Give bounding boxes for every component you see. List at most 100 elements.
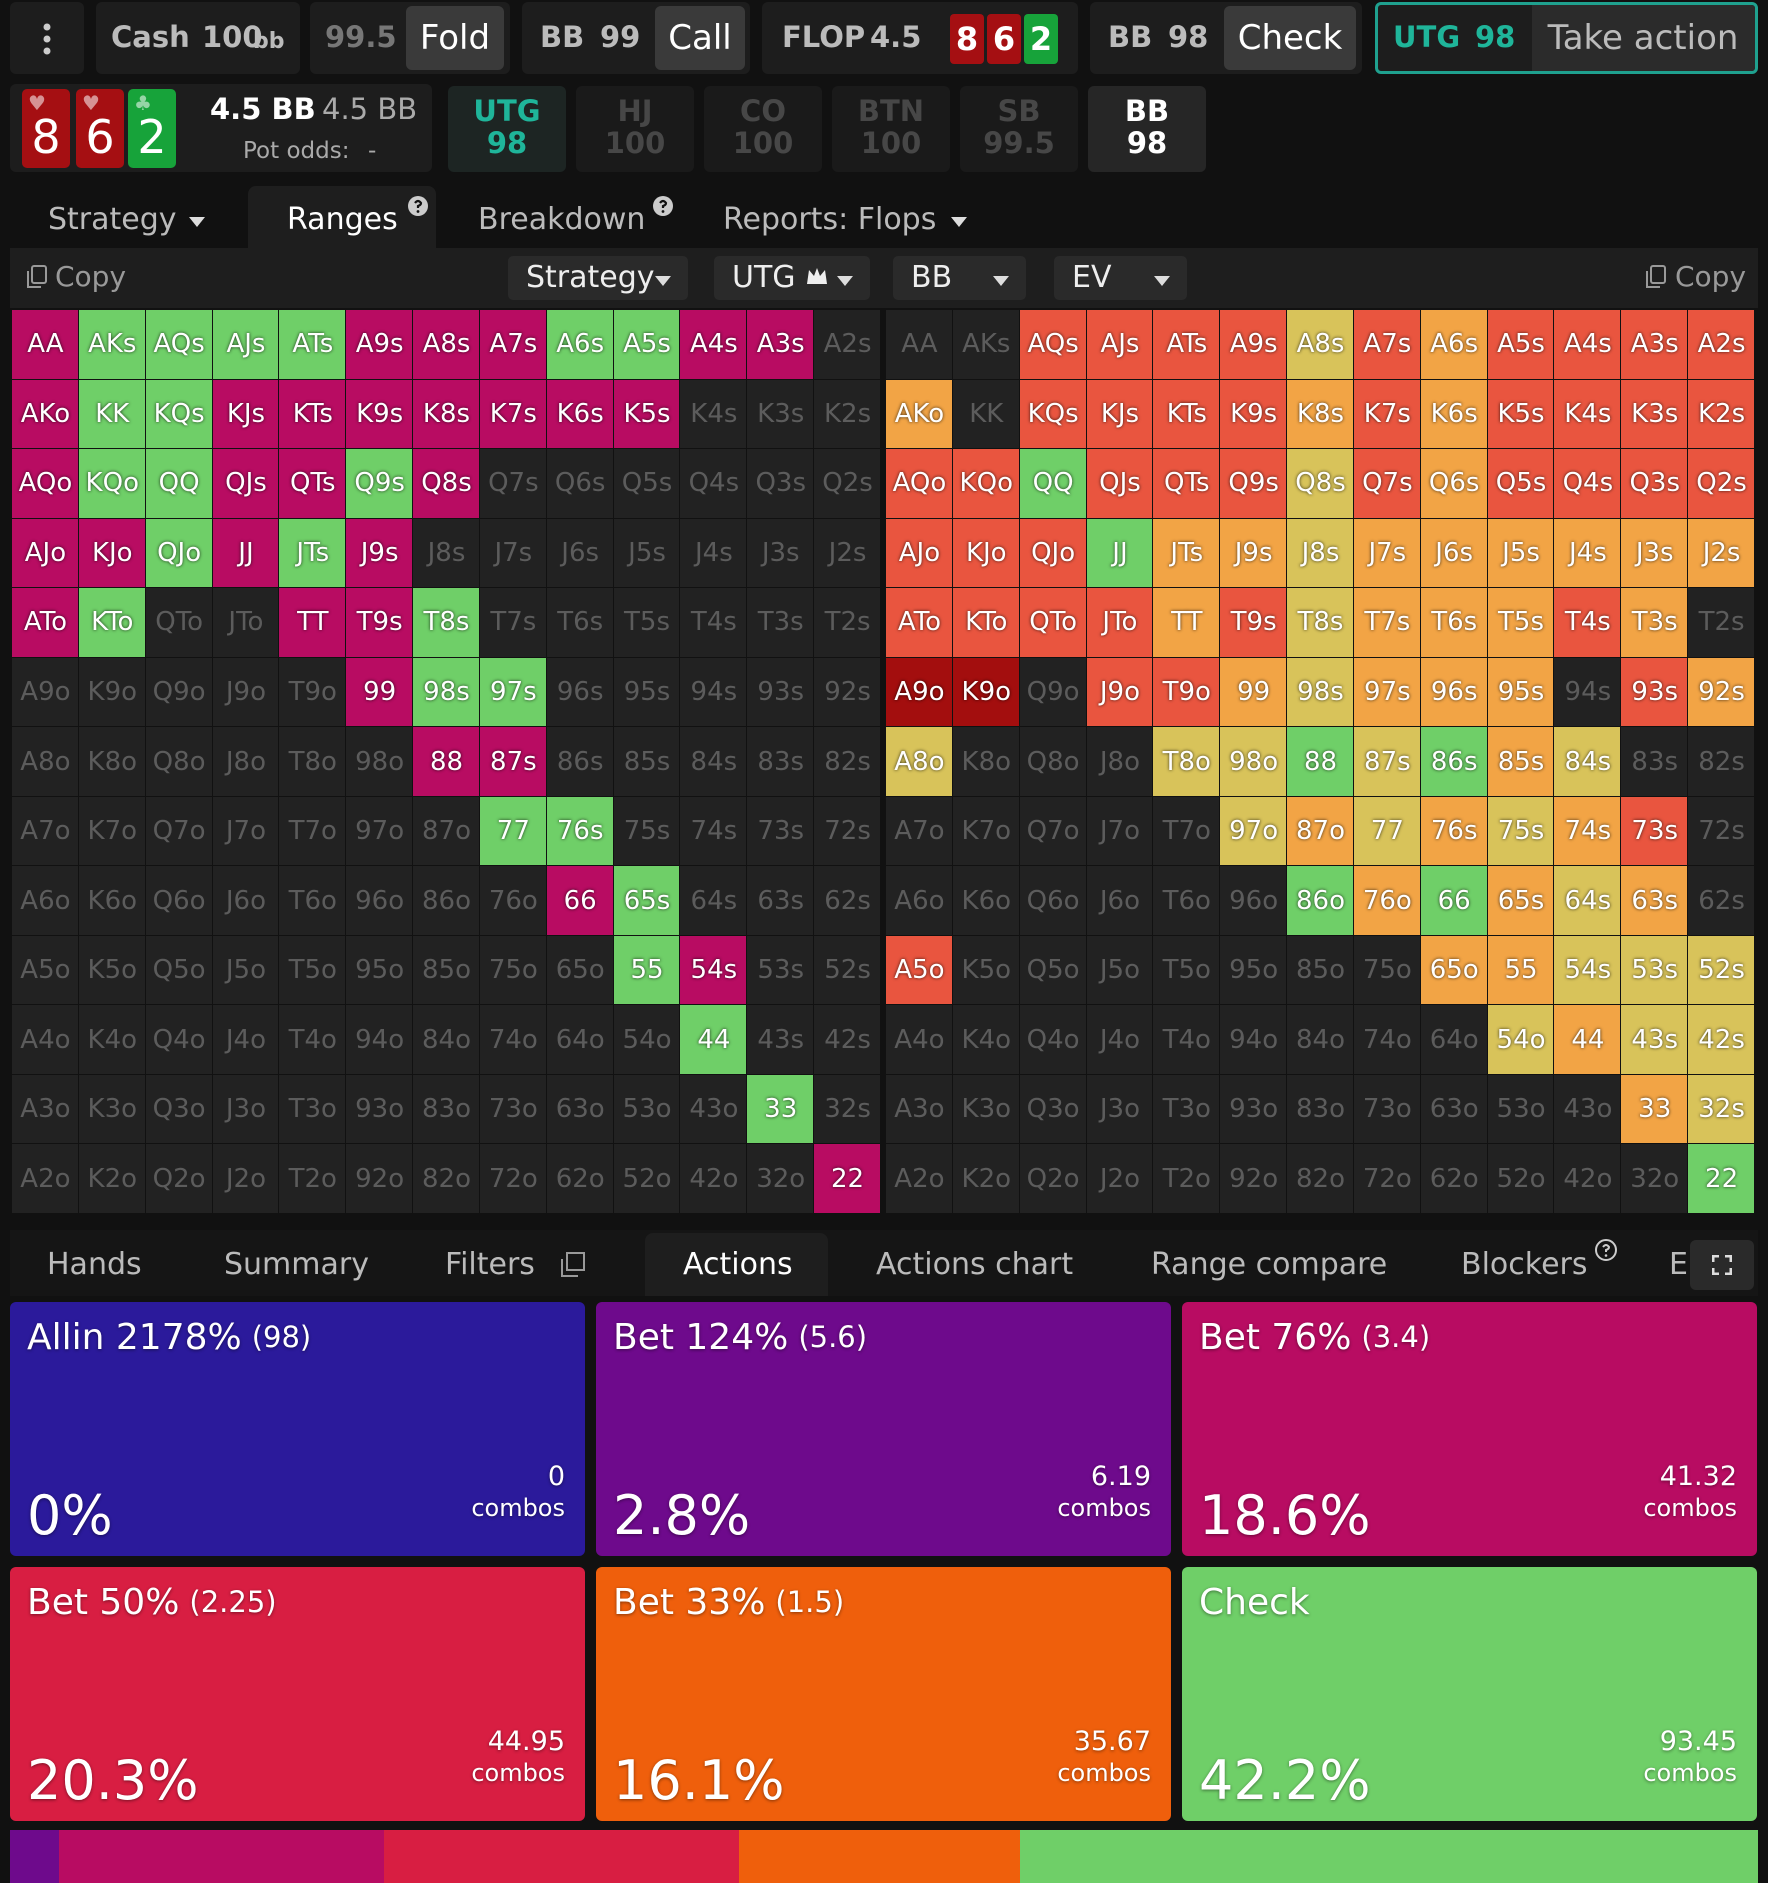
hand-cell[interactable] xyxy=(546,310,613,379)
hand-cell[interactable] xyxy=(479,310,546,379)
hand-cell[interactable] xyxy=(1688,866,1754,935)
hand-cell[interactable] xyxy=(1554,1144,1621,1213)
hand-cell[interactable] xyxy=(886,657,952,727)
hand-cell[interactable] xyxy=(413,1005,479,1074)
fold-button[interactable] xyxy=(406,6,504,70)
hand-cell[interactable] xyxy=(413,727,479,796)
hand-cell[interactable] xyxy=(1621,518,1688,588)
copy-left[interactable]: Copy xyxy=(55,260,127,293)
hand-cell[interactable] xyxy=(279,518,346,588)
hand-cell[interactable] xyxy=(1220,588,1287,657)
hand-cell[interactable] xyxy=(1487,1005,1554,1074)
hand-cell[interactable] xyxy=(1153,727,1220,796)
hand-cell[interactable] xyxy=(1019,588,1086,657)
hand-cell[interactable] xyxy=(886,1005,952,1074)
hand-cell[interactable] xyxy=(747,657,814,727)
hand-cell[interactable] xyxy=(346,588,413,657)
hand-cell[interactable] xyxy=(814,1074,880,1144)
hand-cell[interactable] xyxy=(1554,796,1621,866)
hand-cell[interactable] xyxy=(546,727,613,796)
hand-cell[interactable] xyxy=(1353,310,1420,379)
hand-cell[interactable] xyxy=(1688,1005,1754,1074)
hand-cell[interactable] xyxy=(546,1074,613,1144)
hand-cell[interactable] xyxy=(212,796,279,866)
hand-cell[interactable] xyxy=(78,1005,145,1074)
hand-cell[interactable] xyxy=(814,1005,880,1074)
hand-cell[interactable] xyxy=(1621,935,1688,1005)
hand-cell[interactable] xyxy=(279,1005,346,1074)
hand-cell[interactable] xyxy=(1353,1005,1420,1074)
hand-cell[interactable] xyxy=(1019,379,1086,449)
hand-cell[interactable] xyxy=(1019,310,1086,379)
hand-cell[interactable] xyxy=(1621,866,1688,935)
hand-cell[interactable] xyxy=(1220,1144,1287,1213)
hand-cell[interactable] xyxy=(1153,379,1220,449)
hand-cell[interactable] xyxy=(1019,449,1086,518)
hand-cell[interactable] xyxy=(1153,1144,1220,1213)
hand-cell[interactable] xyxy=(1019,518,1086,588)
hand-cell[interactable] xyxy=(886,588,952,657)
hand-cell[interactable] xyxy=(613,518,680,588)
hand-cell[interactable] xyxy=(613,449,680,518)
hand-cell[interactable] xyxy=(413,796,479,866)
hand-cell[interactable] xyxy=(1019,657,1086,727)
hand-cell[interactable] xyxy=(680,310,747,379)
hand-cell[interactable] xyxy=(814,310,880,379)
hand-cell[interactable] xyxy=(78,1074,145,1144)
hand-cell[interactable] xyxy=(479,1144,546,1213)
hand-cell[interactable] xyxy=(1487,657,1554,727)
tab[interactable]: Reports: Flops xyxy=(723,201,937,237)
hand-cell[interactable] xyxy=(1153,310,1220,379)
hand-cell[interactable] xyxy=(479,866,546,935)
hand-cell[interactable] xyxy=(1554,727,1621,796)
hand-cell[interactable] xyxy=(952,518,1019,588)
hand-cell[interactable] xyxy=(212,727,279,796)
hand-cell[interactable] xyxy=(814,935,880,1005)
hand-cell[interactable] xyxy=(78,1144,145,1213)
hand-cell[interactable] xyxy=(747,935,814,1005)
action-card[interactable] xyxy=(1182,1302,1757,1556)
seat[interactable] xyxy=(704,86,822,172)
hand-cell[interactable] xyxy=(279,866,346,935)
hand-cell[interactable] xyxy=(680,518,747,588)
hand-cell[interactable] xyxy=(680,796,747,866)
hand-cell[interactable] xyxy=(546,518,613,588)
hand-cell[interactable] xyxy=(1287,449,1353,518)
hand-cell[interactable] xyxy=(1153,657,1220,727)
hand-cell[interactable] xyxy=(1353,796,1420,866)
hand-cell[interactable] xyxy=(1621,1005,1688,1074)
hand-cell[interactable] xyxy=(1487,796,1554,866)
hand-cell[interactable] xyxy=(1420,935,1487,1005)
hand-cell[interactable] xyxy=(952,449,1019,518)
hand-cell[interactable] xyxy=(1287,866,1353,935)
hand-cell[interactable] xyxy=(1153,935,1220,1005)
hand-cell[interactable] xyxy=(1420,518,1487,588)
hand-cell[interactable] xyxy=(1487,518,1554,588)
hand-cell[interactable] xyxy=(1086,1005,1153,1074)
hand-cell[interactable] xyxy=(1688,727,1754,796)
hand-cell[interactable] xyxy=(479,935,546,1005)
hand-cell[interactable] xyxy=(886,935,952,1005)
hand-cell[interactable] xyxy=(952,1074,1019,1144)
hand-cell[interactable] xyxy=(1220,657,1287,727)
actions-tab-active[interactable] xyxy=(645,1233,828,1296)
hand-cell[interactable] xyxy=(12,379,78,449)
hand-cell[interactable] xyxy=(1086,379,1153,449)
hand-cell[interactable] xyxy=(1287,518,1353,588)
hand-cell[interactable] xyxy=(346,866,413,935)
hand-cell[interactable] xyxy=(1487,310,1554,379)
hand-cell[interactable] xyxy=(1220,518,1287,588)
hand-cell[interactable] xyxy=(212,1074,279,1144)
hand-cell[interactable] xyxy=(12,1144,78,1213)
hand-cell[interactable] xyxy=(1086,588,1153,657)
hand-cell[interactable] xyxy=(952,866,1019,935)
hand-cell[interactable] xyxy=(145,449,212,518)
hand-cell[interactable] xyxy=(413,310,479,379)
hand-cell[interactable] xyxy=(1554,588,1621,657)
hand-cell[interactable] xyxy=(12,657,78,727)
hand-cell[interactable] xyxy=(814,727,880,796)
hand-cell[interactable] xyxy=(814,588,880,657)
hand-cell[interactable] xyxy=(1019,796,1086,866)
hand-cell[interactable] xyxy=(814,657,880,727)
hand-cell[interactable] xyxy=(1086,1144,1153,1213)
